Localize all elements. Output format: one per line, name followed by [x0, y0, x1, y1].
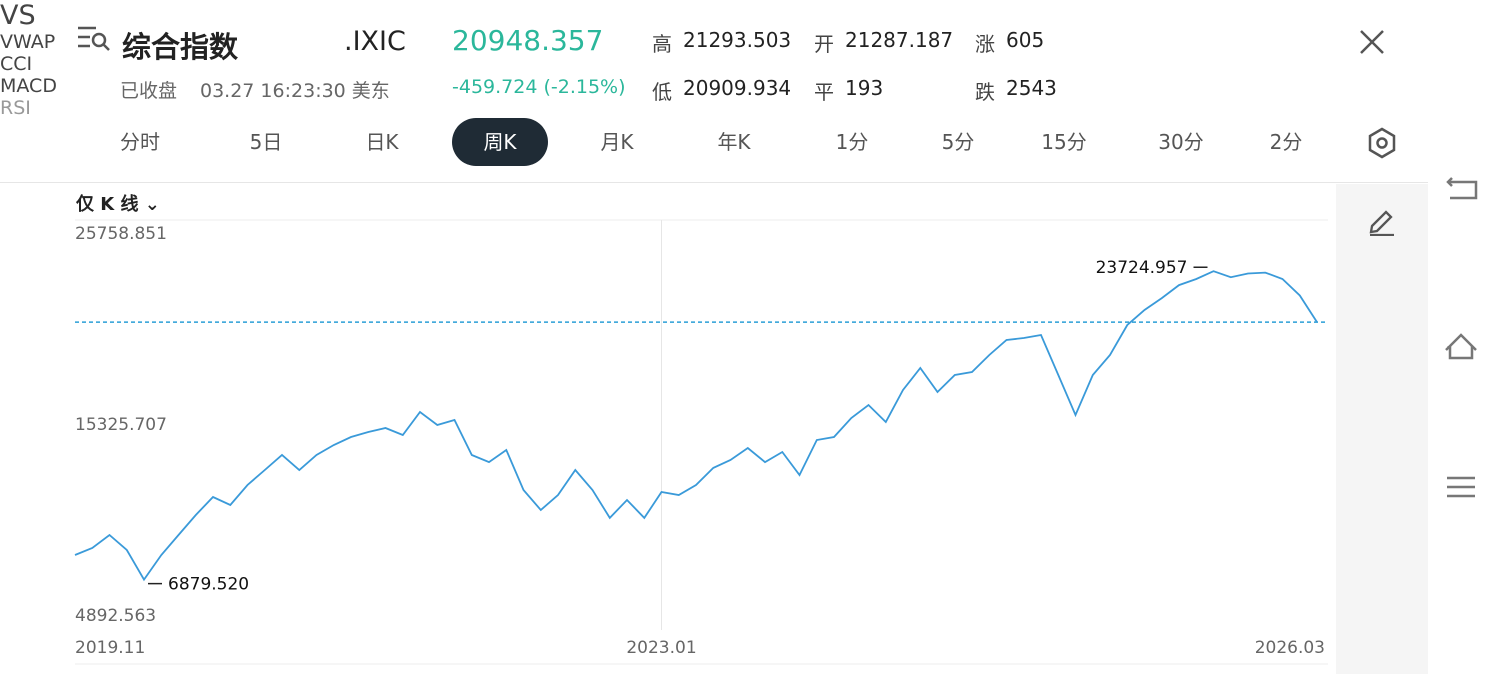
stat-value: 193: [845, 76, 884, 100]
chart: 4892.563 15325.707 25758.851 2019.11 2023.01…: [74, 219, 1328, 665]
tab[interactable]: 15分: [1041, 130, 1087, 154]
stat-label: 平: [814, 80, 834, 104]
stat-value: 21293.503: [683, 28, 792, 52]
side-button[interactable]: VS: [0, 0, 36, 31]
tab[interactable]: 5日: [249, 130, 283, 154]
side-icons: [1445, 177, 1478, 498]
tab[interactable]: 周K: [452, 118, 548, 166]
x-tick-label: 2019.11: [75, 638, 145, 658]
x-tick-label: 2026.03: [1255, 638, 1325, 658]
draw-icon[interactable]: [1366, 204, 1398, 236]
stat-label: 跌: [975, 80, 995, 104]
tab[interactable]: 分时: [120, 130, 160, 154]
side-button[interactable]: CCI: [0, 53, 33, 75]
index-code: .IXIC: [344, 26, 406, 57]
divider: [0, 182, 1428, 183]
stat-value: 21287.187: [845, 28, 954, 52]
stat-label: 开: [814, 32, 834, 56]
chart-mode-label: 仅 K 线: [76, 194, 139, 215]
side-button[interactable]: RSI: [0, 97, 31, 119]
value-label: 6879.520: [168, 575, 249, 595]
time: 03.27 16:23:30 美东: [200, 80, 390, 102]
tab[interactable]: 30分: [1158, 130, 1204, 154]
stat-label: 涨: [975, 32, 995, 56]
stat-label: 高: [652, 32, 672, 56]
tab[interactable]: 1分: [835, 130, 869, 154]
index-title: 综合指数: [122, 30, 239, 64]
tab[interactable]: 2分: [1269, 130, 1303, 154]
x-tick-label: 2023.01: [626, 638, 696, 658]
stat-value: 20909.934: [683, 76, 792, 100]
side-panel: [1336, 184, 1428, 674]
close-button[interactable]: [1358, 28, 1386, 56]
side-button[interactable]: VWAP: [0, 31, 56, 53]
menu-icon[interactable]: [76, 24, 112, 54]
tab[interactable]: 月K: [600, 130, 634, 154]
tab[interactable]: 5分: [941, 130, 975, 154]
price: 20948.357: [452, 24, 604, 57]
change: -459.724 (-2.15%): [452, 76, 626, 98]
chart-mode[interactable]: 仅 K 线 ⌄: [76, 194, 160, 215]
stat-value: 2543: [1006, 76, 1057, 100]
status: 已收盘: [120, 80, 178, 102]
y-tick-label: 15325.707: [75, 415, 167, 435]
value-label: 23724.957: [1096, 258, 1188, 278]
y-tick-label: 25758.851: [75, 224, 167, 244]
y-tick-label: 4892.563: [75, 606, 156, 626]
side-buttons: VS VWAP CCI MACD RSI: [0, 0, 1500, 119]
settings-icon[interactable]: [1367, 127, 1397, 159]
stat-label: 低: [652, 80, 672, 104]
side-button[interactable]: MACD: [0, 75, 57, 97]
tab[interactable]: 年K: [717, 130, 751, 154]
stat-value: 605: [1006, 28, 1045, 52]
tab[interactable]: 日K: [365, 130, 399, 154]
price-line-series: [74, 270, 1318, 582]
